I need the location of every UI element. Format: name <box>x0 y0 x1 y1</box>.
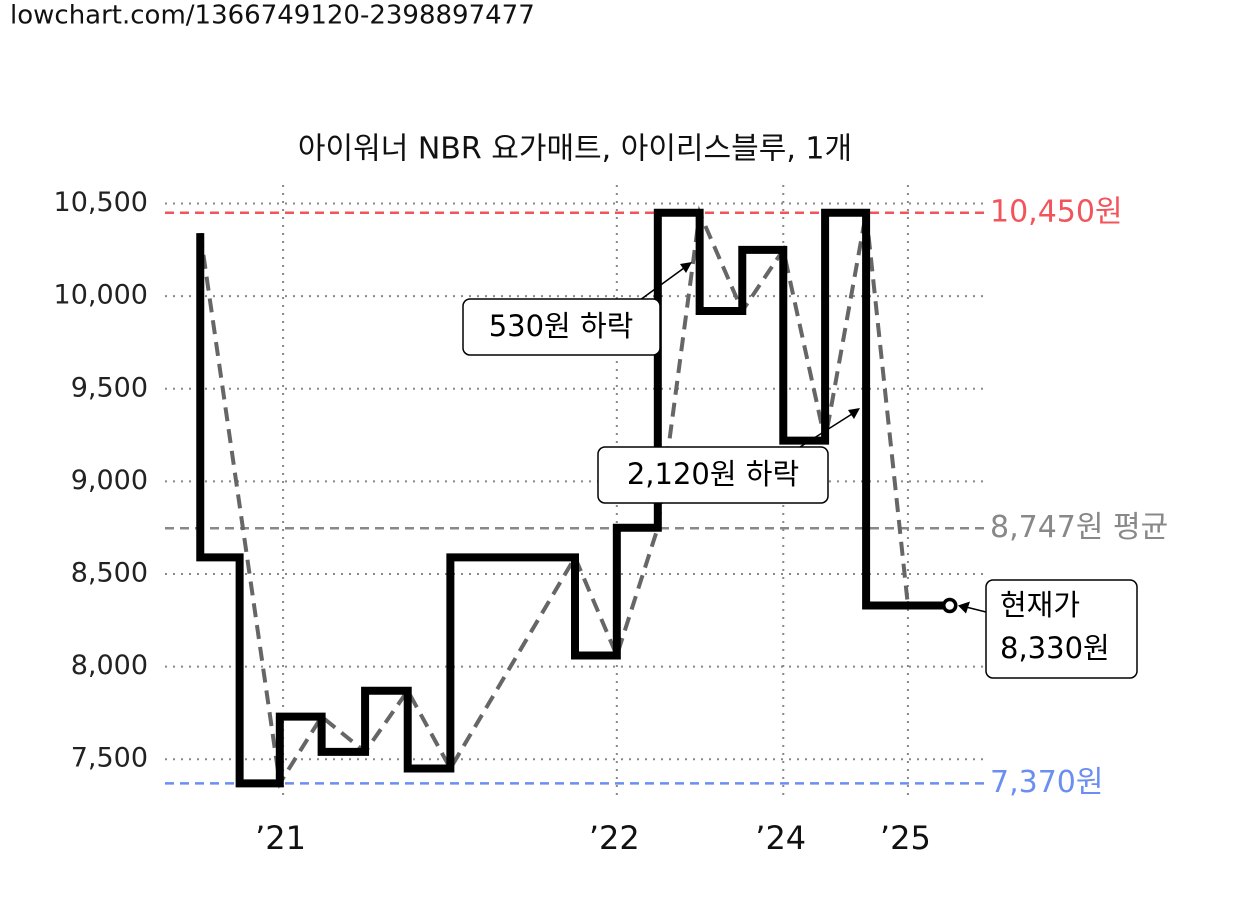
current-price: 현재가 8,330원 <box>961 579 1138 679</box>
y-tick-label: 10,500 <box>54 187 148 218</box>
y-tick-label: 7,500 <box>71 743 148 774</box>
arrow-head <box>848 408 860 419</box>
arrow-head <box>680 262 692 273</box>
current-label: 현재가 <box>1000 588 1080 622</box>
chart-title: 아이워너 NBR 요가매트, 아이리스블루, 1개 <box>298 132 852 167</box>
reference-label: 8,747원 평균 <box>990 510 1168 545</box>
y-tick-label: 8,000 <box>71 650 148 681</box>
plot: 7,500 8,000 8,500 9,000 9,500 10,000 10,500 ’21… <box>54 185 1168 857</box>
current-value: 8,330원 <box>1000 631 1110 665</box>
y-tick-label: 9,000 <box>71 465 148 496</box>
current-arrow-head <box>958 601 970 614</box>
annotation-2: 2,120원 하락 <box>597 408 860 504</box>
price-step-line <box>196 208 950 788</box>
url: lowchart.com/1366749120-2398897477 <box>10 1 535 31</box>
current-point <box>941 597 958 614</box>
arrow <box>799 413 853 448</box>
current-box <box>985 579 1138 679</box>
trend-line <box>198 205 910 790</box>
y-tick-label: 10,000 <box>54 280 148 311</box>
reference-label: 7,370원 <box>990 765 1103 800</box>
y-tick-label: 8,500 <box>71 558 148 589</box>
x-tick-label: ’21 <box>255 819 306 857</box>
reference-label: 10,450원 <box>990 194 1123 229</box>
x-tick-label: ’22 <box>589 819 640 857</box>
annotation-text: 530원 하락 <box>489 309 634 343</box>
annotation-box <box>597 446 829 504</box>
y-tick-label: 9,500 <box>71 372 148 403</box>
annotation-1: 530원 하락 <box>462 262 692 356</box>
x-tick-label: ’24 <box>755 819 806 857</box>
annotation-text: 2,120원 하락 <box>627 457 799 491</box>
annotation-box <box>462 298 661 356</box>
x-tick-label: ’25 <box>880 819 931 857</box>
arrow <box>639 267 685 301</box>
